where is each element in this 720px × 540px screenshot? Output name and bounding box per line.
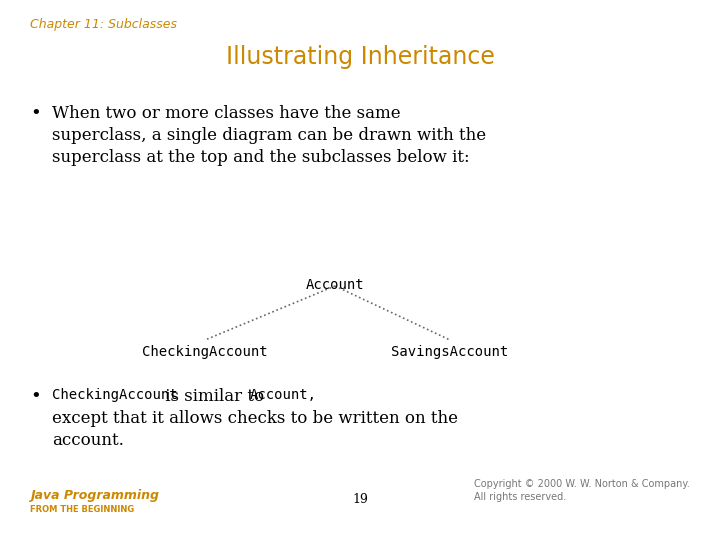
- Text: account.: account.: [52, 432, 124, 449]
- Text: SavingsAccount: SavingsAccount: [392, 345, 508, 359]
- Text: When two or more classes have the same: When two or more classes have the same: [52, 105, 400, 122]
- Text: CheckingAccount: CheckingAccount: [142, 345, 268, 359]
- Text: FROM THE BEGINNING: FROM THE BEGINNING: [30, 505, 134, 514]
- Text: is similar to: is similar to: [160, 388, 269, 405]
- Text: Account,: Account,: [250, 388, 317, 402]
- Text: Illustrating Inheritance: Illustrating Inheritance: [225, 45, 495, 69]
- Text: Account: Account: [306, 278, 364, 292]
- Text: except that it allows checks to be written on the: except that it allows checks to be writt…: [52, 410, 458, 427]
- Text: •: •: [30, 105, 41, 123]
- Text: superclass, a single diagram can be drawn with the: superclass, a single diagram can be draw…: [52, 127, 486, 144]
- Text: superclass at the top and the subclasses below it:: superclass at the top and the subclasses…: [52, 149, 469, 166]
- Text: Java Programming: Java Programming: [30, 489, 159, 502]
- Text: Chapter 11: Subclasses: Chapter 11: Subclasses: [30, 18, 177, 31]
- Text: •: •: [30, 388, 41, 406]
- Text: 19: 19: [352, 493, 368, 506]
- Text: Copyright © 2000 W. W. Norton & Company.
All rights reserved.: Copyright © 2000 W. W. Norton & Company.…: [474, 479, 690, 502]
- Text: CheckingAccount: CheckingAccount: [52, 388, 178, 402]
